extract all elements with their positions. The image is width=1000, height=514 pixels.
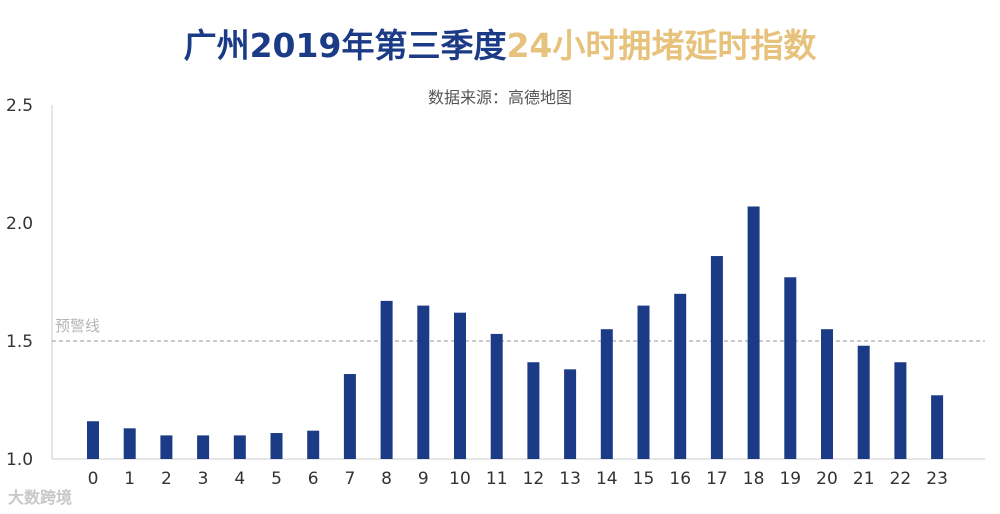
- bar-hour-12: [527, 362, 540, 459]
- bar-hour-15: [637, 305, 650, 459]
- x-tick-label: 15: [633, 469, 655, 489]
- y-tick-label: 2.0: [6, 214, 33, 234]
- x-tick-label: 3: [198, 469, 209, 489]
- x-tick-label: 19: [779, 469, 801, 489]
- chart-subtitle: 数据来源：高德地图: [427, 88, 572, 107]
- bar-hour-7: [343, 374, 356, 459]
- x-tick-label: 12: [523, 469, 545, 489]
- bar-hour-11: [490, 333, 503, 459]
- bar-hour-22: [894, 362, 907, 459]
- bar-hour-14: [600, 329, 613, 459]
- warning-line-group: 预警线: [52, 317, 985, 342]
- x-tick-label: 7: [344, 469, 355, 489]
- bar-hour-4: [233, 435, 246, 459]
- x-tick-label: 14: [596, 469, 618, 489]
- warning-line-label: 预警线: [55, 317, 100, 335]
- x-tick-label: 9: [418, 469, 429, 489]
- x-axis: 0 1 2 3 4 5 6 7 8 9 10 11 12 13 14 15 16 17 18 19 20 21 22 23: [52, 458, 985, 489]
- bar-hour-6: [307, 430, 320, 459]
- bar-hour-18: [747, 206, 760, 459]
- bar-hour-13: [564, 369, 577, 459]
- bar-hour-19: [784, 277, 797, 459]
- bar-hour-3: [197, 435, 210, 459]
- x-tick-label: 2: [161, 469, 172, 489]
- y-tick-label: 2.5: [6, 96, 33, 116]
- x-tick-label: 5: [271, 469, 282, 489]
- bars: [87, 206, 944, 459]
- x-tick-label: 22: [890, 469, 912, 489]
- x-tick-label: 4: [234, 469, 245, 489]
- bar-hour-10: [454, 312, 466, 459]
- chart-title-highlight: 24小时拥堵延时指数: [506, 26, 817, 65]
- bar-hour-20: [821, 329, 833, 459]
- x-tick-label: 0: [88, 469, 99, 489]
- bar-hour-1: [123, 428, 136, 459]
- y-tick-label: 1.0: [6, 450, 33, 470]
- bar-hour-5: [270, 433, 283, 459]
- y-axis: 1.0 1.5 2.0 2.5: [6, 96, 53, 470]
- bar-hour-23: [931, 395, 944, 459]
- x-tick-label: 18: [743, 469, 765, 489]
- x-tick-label: 17: [706, 469, 728, 489]
- bar-hour-2: [160, 435, 173, 459]
- x-tick-label: 1: [124, 469, 135, 489]
- x-tick-label: 23: [926, 469, 948, 489]
- x-tick-label: 21: [853, 469, 875, 489]
- bar-hour-8: [380, 300, 393, 459]
- x-tick-label: 16: [669, 469, 691, 489]
- x-tick-label: 10: [449, 469, 471, 489]
- x-tick-label: 6: [308, 469, 319, 489]
- y-tick-label: 1.5: [6, 332, 33, 352]
- bar-hour-16: [674, 293, 687, 459]
- bar-hour-21: [857, 345, 870, 459]
- bar-hour-17: [710, 256, 723, 459]
- x-tick-label: 13: [559, 469, 581, 489]
- x-tick-label: 20: [816, 469, 838, 489]
- chart-title: 广州2019年第三季度24小时拥堵延时指数: [0, 26, 1000, 66]
- x-tick-label: 8: [381, 469, 392, 489]
- x-tick-label: 11: [486, 469, 508, 489]
- bar-hour-9: [417, 305, 430, 459]
- bar-hour-0: [87, 421, 99, 459]
- watermark-logo: 大数跨境: [8, 488, 73, 507]
- chart-title-main: 广州2019年第三季度: [183, 26, 507, 65]
